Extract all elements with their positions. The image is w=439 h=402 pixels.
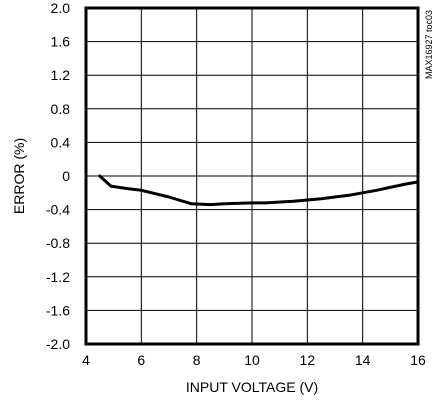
y-tick-label: 0.4	[51, 134, 71, 150]
plot-frame	[84, 6, 420, 346]
figure-code-note: MAX16927 toc03	[424, 10, 434, 79]
y-tick-label: -1.6	[46, 302, 70, 318]
y-tick-label: 2.0	[51, 0, 71, 16]
y-tick-label: -1.2	[46, 269, 70, 285]
y-tick-label: 1.2	[51, 67, 71, 83]
y-tick-label: 1.6	[51, 34, 71, 50]
y-tick-label: -2.0	[46, 336, 70, 352]
tick-label-layer: 4 6 8 10 12 14 16 2.0 1.6 1.2 0.8 0.4 0 -0.4 -0.8 -1.2 -…	[46, 0, 426, 368]
x-tick-label: 8	[193, 352, 201, 368]
y-axis-title: ERROR (%)	[11, 138, 27, 214]
x-tick-label: 16	[410, 352, 426, 368]
grid-layer	[85, 7, 419, 345]
x-tick-label: 4	[82, 352, 90, 368]
x-tick-label: 14	[355, 352, 371, 368]
y-tick-label: -0.4	[46, 202, 70, 218]
x-tick-label: 10	[244, 352, 260, 368]
x-tick-label: 6	[137, 352, 145, 368]
series-line	[98, 174, 420, 207]
x-tick-label: 12	[300, 352, 316, 368]
y-tick-label: 0	[62, 168, 70, 184]
series-layer	[98, 174, 420, 207]
x-axis-title: INPUT VOLTAGE (V)	[186, 379, 318, 395]
y-tick-label: -0.8	[46, 235, 70, 251]
y-tick-label: 0.8	[51, 101, 71, 117]
